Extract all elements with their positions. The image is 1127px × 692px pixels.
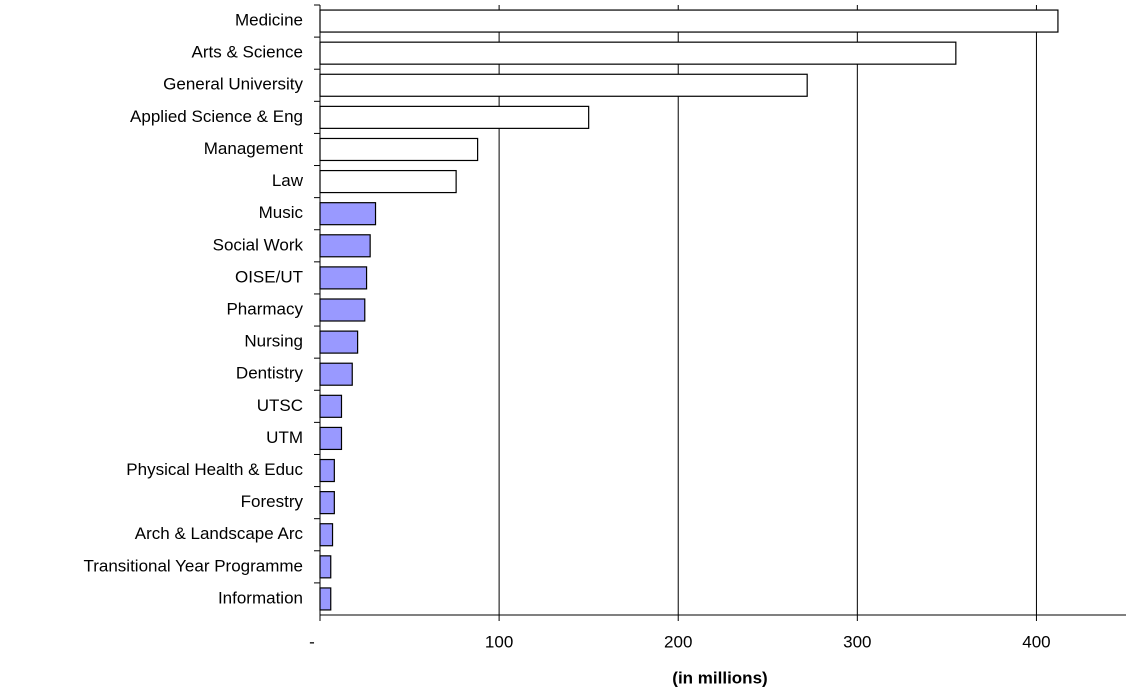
bar xyxy=(319,523,334,547)
bar xyxy=(319,169,457,194)
y-tick-label: Forestry xyxy=(241,492,304,511)
y-tick-label: Pharmacy xyxy=(226,299,303,318)
y-tick-label: Dentistry xyxy=(236,364,304,383)
bar xyxy=(319,234,371,258)
bar xyxy=(319,426,343,451)
y-tick-label: Music xyxy=(259,203,304,222)
y-tick-label: Medicine xyxy=(235,11,303,30)
y-tick-label: Information xyxy=(218,588,303,607)
y-tick-label: Applied Science & Eng xyxy=(130,107,303,126)
bar xyxy=(319,458,335,483)
bar xyxy=(319,298,366,322)
y-tick-label: General University xyxy=(163,75,303,94)
y-tick-label: Social Work xyxy=(213,235,304,254)
x-tick-label: 300 xyxy=(843,632,871,651)
y-tick-label: OISE/UT xyxy=(235,267,303,286)
x-tick-label: 400 xyxy=(1022,632,1050,651)
x-tick-label: 200 xyxy=(664,632,692,651)
x-tick-label: 100 xyxy=(485,632,513,651)
bar xyxy=(319,555,332,579)
y-tick-label: Transitional Year Programme xyxy=(83,556,303,575)
bar xyxy=(319,105,590,129)
y-tick-label: UTSC xyxy=(257,396,303,415)
y-tick-label: Management xyxy=(204,139,304,158)
y-tick-label: Law xyxy=(272,171,304,190)
y-tick-label: Arch & Landscape Arc xyxy=(135,524,304,543)
bar xyxy=(319,266,368,290)
bar xyxy=(319,73,808,97)
y-tick-label: Physical Health & Educ xyxy=(126,460,303,479)
bar xyxy=(319,41,957,65)
y-tick-label: Nursing xyxy=(244,332,303,351)
bar xyxy=(319,394,343,418)
bar xyxy=(319,202,377,226)
bar xyxy=(319,9,1059,33)
bar xyxy=(319,137,479,162)
bar xyxy=(319,491,335,515)
bar xyxy=(319,362,353,386)
bar xyxy=(319,330,359,354)
y-tick-label: UTM xyxy=(266,428,303,447)
bar xyxy=(319,587,332,611)
x-tick-label: - xyxy=(309,632,315,651)
y-tick-label: Arts & Science xyxy=(192,43,304,62)
x-axis-title: (in millions) xyxy=(672,668,767,687)
